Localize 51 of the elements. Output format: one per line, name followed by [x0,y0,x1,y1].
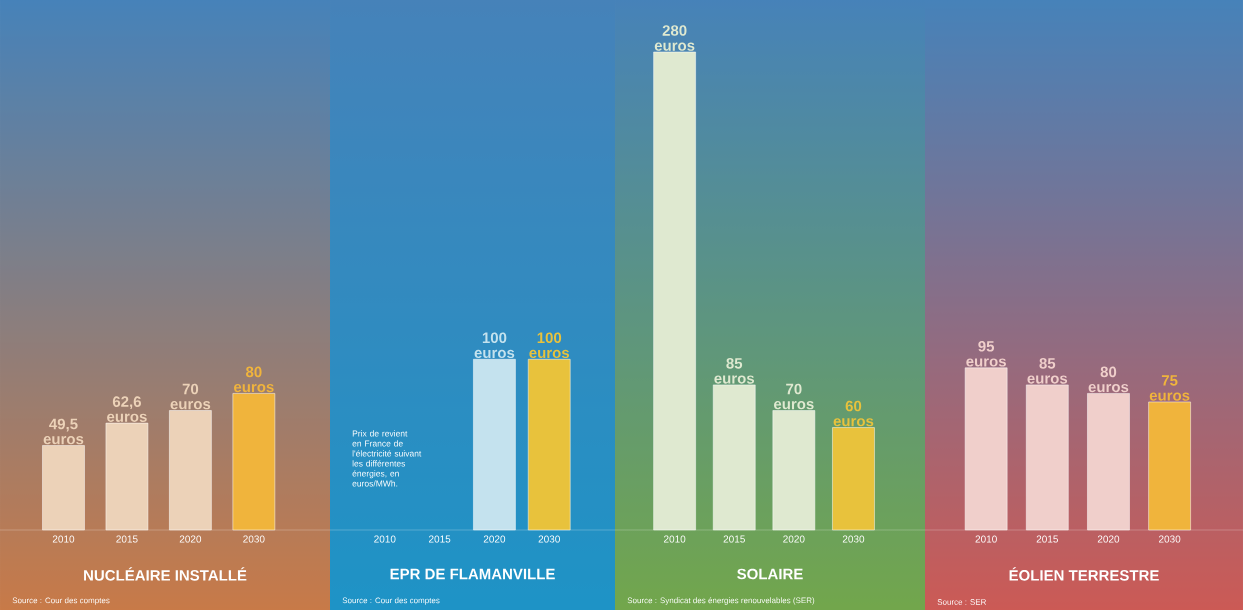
data-label: 60 euros [833,400,874,427]
text: EPR DE FLAMANVILLE [390,568,555,580]
text: SOLAIRE [737,568,803,580]
data-label: 280 euros [654,25,695,51]
x-tick-label: 2010 [975,535,997,543]
data-label: 62,6 euros [107,396,147,422]
bar [832,427,875,531]
bar [1148,401,1191,531]
data-label: 75 euros [1149,375,1190,401]
x-tick-label: 2010 [374,535,396,543]
bar [1087,393,1130,531]
bar [105,422,149,531]
data-label: 95 euros [966,340,1006,367]
bar [169,410,212,531]
data-label: 100 euros [529,332,570,359]
x-tick-label: 2030 [243,535,265,543]
x-tick-label: 2010 [664,535,686,543]
source-note: Source : Syndicat des énergies renouvelables (SER) [627,597,815,605]
bar [232,393,276,531]
data-label: 80 euros [1088,366,1129,393]
text: NUCLÉAIRE INSTALLÉ [84,567,247,581]
data-label: 80 euros [234,366,274,393]
data-label: 49,5 euros [43,418,84,445]
source-note: Source : Cour des comptes [12,597,110,605]
bar [712,384,756,531]
data-label: 70 euros [774,383,814,410]
bar [1026,384,1069,531]
data-label: 70 euros [170,383,211,410]
source-note: Source : SER [937,599,987,605]
x-tick-label: 2020 [483,535,506,543]
x-tick-label: 2020 [179,535,202,543]
x-tick-label: 2030 [842,535,865,543]
bar [42,445,85,531]
bar [772,410,816,531]
data-label: 100 euros [474,332,515,359]
x-tick-label: 2015 [723,535,745,543]
x-tick-label: 2015 [1036,535,1059,543]
data-label: 85 euros [1027,358,1068,384]
x-tick-label: 2015 [429,535,451,543]
text: ÉOLIEN TERRESTRE [1009,567,1159,581]
bar [964,367,1008,531]
annotation: Prix de revient en France de l'électricité suivant les différentes énergies, en euros/MWh. [352,430,422,487]
source-note: Source : Cour des comptes [342,597,440,605]
x-tick-label: 2010 [52,535,75,543]
x-tick-label: 2030 [1158,535,1181,543]
data-label: 85 euros [714,358,755,384]
x-tick-label: 2020 [783,535,805,543]
x-tick-label: 2020 [1097,535,1120,543]
x-tick-label: 2015 [116,535,138,543]
bar [653,51,696,531]
x-tick-label: 2030 [538,535,560,543]
